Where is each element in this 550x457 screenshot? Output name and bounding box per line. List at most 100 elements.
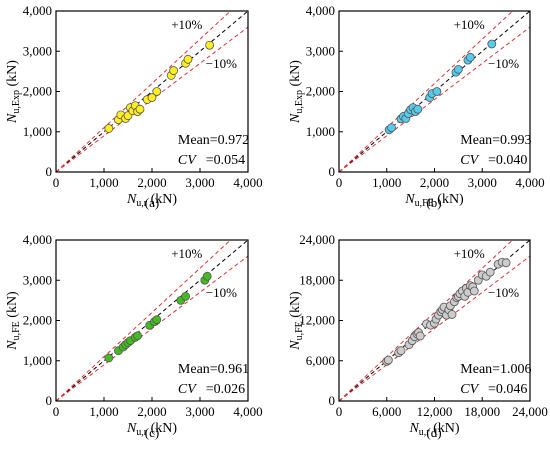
- x-axis-label-unit: (kN): [147, 192, 177, 207]
- reference-lines: [339, 11, 530, 172]
- panel-4: 0 6,000 12,000 18,000 24,000 0 6,000 12,000 18,0…: [288, 232, 548, 440]
- reference-lines: [339, 240, 530, 401]
- cv-value: =0.040: [488, 153, 527, 168]
- x-axis-label-main: N: [408, 421, 419, 436]
- x-tick-label: 4,000: [233, 404, 262, 419]
- x-tick-label: 4,000: [233, 175, 262, 190]
- cv-label: CV: [178, 153, 197, 168]
- data-point: [487, 39, 497, 49]
- panel-1: 0 1,000 2,000 3,000 4,000 0 1,000 2,000 3,000 4,0…: [5, 3, 263, 210]
- x-tick-label: 0: [53, 175, 60, 190]
- panel-label: (b): [426, 195, 441, 210]
- cv-value: =0.054: [206, 153, 245, 168]
- data-point: [453, 64, 463, 74]
- y-tick-label: 1,000: [23, 124, 52, 139]
- y-tick-label: 3,000: [306, 43, 335, 58]
- panel-label: (a): [145, 195, 159, 210]
- minus-10-line: [339, 26, 530, 172]
- x-axis-label-unit: (kN): [147, 421, 177, 436]
- y-axis-label-unit: (kN): [5, 291, 20, 321]
- y-tick-label: 0: [329, 164, 336, 179]
- x-axis-label-sub: u,FE: [415, 198, 434, 209]
- x-axis-label-sub: u,r: [419, 427, 431, 438]
- y-axis-label-main: N: [288, 340, 303, 351]
- plus-10-line: [339, 240, 513, 401]
- y-tick-label: 3,000: [23, 272, 52, 287]
- data-point: [413, 104, 423, 114]
- x-axis-label-sub: u,r: [136, 427, 148, 438]
- y-axis-label-sub: u,FE: [11, 321, 22, 340]
- y-tick-label: 2,000: [306, 84, 335, 99]
- x-axis-label-unit: (kN): [430, 421, 460, 436]
- plus-10-label: +10%: [171, 17, 202, 32]
- x-axis-label: Nu,r (kN): [126, 192, 177, 209]
- minus-10-label: −10%: [206, 56, 237, 71]
- x-axis-label-unit: (kN): [434, 192, 464, 207]
- cv-value: =0.026: [206, 382, 245, 397]
- y-axis-label-sub: u,Exp: [11, 90, 22, 114]
- data-point: [485, 267, 495, 277]
- x-tick-label: 12,000: [417, 404, 453, 419]
- x-tick-label: 18,000: [464, 404, 500, 419]
- data-point: [183, 54, 193, 64]
- y-axis-label-main: N: [288, 113, 303, 124]
- y-tick-label: 0: [329, 393, 336, 408]
- y-axis-label-unit: (kN): [5, 60, 20, 90]
- cv-label: CV: [460, 382, 479, 397]
- y-tick-label: 6,000: [306, 353, 335, 368]
- y-tick-label: 4,000: [23, 232, 52, 247]
- mean-label: Mean=0.993: [460, 133, 531, 148]
- x-tick-label: 0: [336, 175, 343, 190]
- y-tick-label: 1,000: [23, 353, 52, 368]
- y-tick-label: 12,000: [299, 313, 335, 328]
- x-tick-label: 1,000: [372, 175, 401, 190]
- y-tick-label: 1,000: [306, 124, 335, 139]
- data-point: [396, 346, 406, 356]
- data-point: [135, 104, 145, 114]
- y-tick-label: 18,000: [299, 272, 335, 287]
- y-axis-label: Nu,Exp (kN): [5, 60, 22, 124]
- x-tick-label: 2,000: [137, 404, 166, 419]
- x-tick-label: 0: [336, 404, 343, 419]
- x-tick-label: 3,000: [185, 404, 214, 419]
- data-point: [501, 258, 511, 268]
- plus-10-line: [56, 11, 231, 172]
- plus-10-label: +10%: [454, 17, 485, 32]
- data-point: [383, 355, 393, 365]
- x-tick-label: 4,000: [515, 175, 544, 190]
- x-tick-label: 3,000: [468, 175, 497, 190]
- plus-10-label: +10%: [171, 246, 202, 261]
- data-point: [104, 124, 114, 133]
- data-point: [205, 40, 215, 50]
- x-tick-label: 0: [53, 404, 60, 419]
- y-axis-label-sub: u,FE: [294, 321, 305, 340]
- x-axis-label-sub: u,r: [136, 198, 148, 209]
- y-tick-label: 4,000: [23, 3, 52, 18]
- y-tick-label: 24,000: [299, 232, 335, 247]
- y-axis-label: Nu,FE (kN): [288, 291, 305, 351]
- y-tick-label: 0: [46, 393, 53, 408]
- x-tick-label: 3,000: [185, 175, 214, 190]
- y-axis-label: Nu,Exp (kN): [288, 60, 305, 124]
- y-axis-label-main: N: [5, 340, 20, 351]
- data-point: [104, 353, 114, 363]
- data-point: [152, 315, 162, 325]
- x-axis-label: Nu,r (kN): [126, 421, 177, 438]
- x-axis-label-main: N: [126, 421, 137, 436]
- panel-label: (c): [145, 425, 159, 440]
- plus-10-line: [56, 240, 231, 401]
- data-point: [133, 331, 143, 341]
- panel-3: 0 1,000 2,000 3,000 4,000 0 1,000 2,000 3,000 4,0…: [5, 232, 263, 440]
- y-tick-label: 2,000: [23, 313, 52, 328]
- minus-10-line: [339, 255, 530, 401]
- x-tick-label: 2,000: [420, 175, 449, 190]
- y-axis-label-unit: (kN): [288, 291, 303, 321]
- data-point: [147, 93, 157, 102]
- data-point: [469, 286, 479, 296]
- mean-label: Mean=0.972: [178, 133, 249, 148]
- y-axis-label-main: N: [5, 113, 20, 124]
- cv-label: CV: [460, 153, 479, 168]
- data-point: [465, 52, 475, 62]
- data-point: [169, 66, 179, 75]
